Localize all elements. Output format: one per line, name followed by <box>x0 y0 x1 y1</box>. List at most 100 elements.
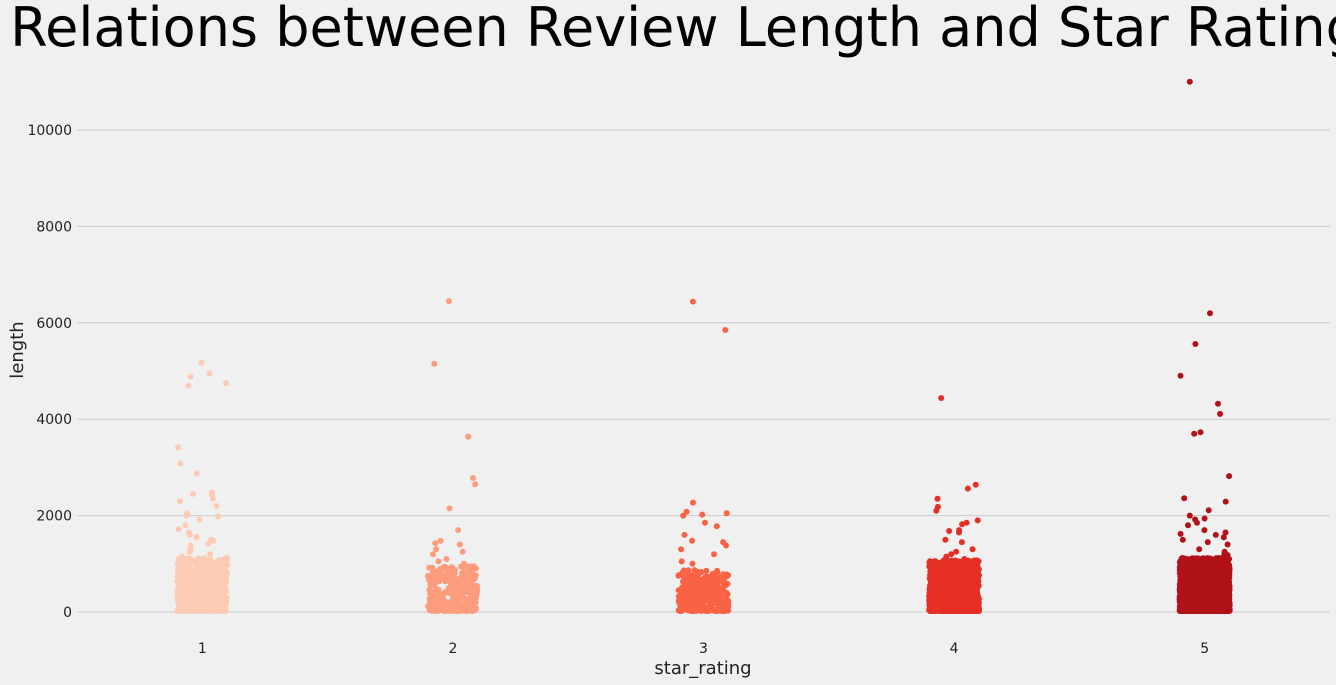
data-point <box>431 576 438 583</box>
data-point <box>959 521 966 528</box>
data-point <box>193 534 200 541</box>
data-point <box>945 603 952 610</box>
data-point <box>449 573 456 580</box>
data-point <box>427 590 434 597</box>
data-point <box>689 298 696 305</box>
data-point <box>722 608 728 614</box>
data-point <box>194 575 201 582</box>
data-point <box>466 572 472 578</box>
data-point <box>214 587 221 594</box>
data-point <box>223 588 230 595</box>
data-point <box>689 578 696 585</box>
data-point <box>948 575 955 582</box>
data-point <box>724 591 731 598</box>
data-point <box>928 586 935 593</box>
data-point <box>691 587 698 594</box>
data-point <box>959 591 966 598</box>
data-point <box>223 557 230 564</box>
data-point <box>189 594 196 601</box>
data-point <box>710 595 717 602</box>
data-point <box>723 542 730 549</box>
data-point <box>213 572 220 579</box>
data-point <box>966 604 973 611</box>
data-point <box>963 581 970 588</box>
data-point <box>458 588 465 595</box>
data-point <box>722 327 729 333</box>
data-point <box>174 607 181 614</box>
data-point <box>207 576 214 583</box>
data-point <box>201 555 208 562</box>
data-point <box>931 558 938 565</box>
data-point <box>200 566 207 573</box>
data-point <box>943 589 950 596</box>
data-point <box>471 575 478 582</box>
data-point <box>201 572 208 579</box>
data-point <box>689 537 696 544</box>
data-point <box>471 583 478 590</box>
data-point <box>189 587 195 594</box>
data-point <box>930 573 937 580</box>
chart-title: Relations between Review Length and Star… <box>10 0 1336 59</box>
data-point <box>680 578 687 585</box>
data-point <box>184 598 191 605</box>
data-point <box>970 581 977 588</box>
data-point <box>969 546 976 553</box>
data-point <box>947 561 953 568</box>
data-point <box>188 574 195 581</box>
data-point <box>469 567 476 573</box>
data-point <box>936 586 943 593</box>
data-point <box>967 562 974 569</box>
y-tick-label: 8000 <box>36 219 72 235</box>
data-point <box>677 607 684 614</box>
data-point <box>678 558 685 565</box>
data-point <box>220 607 227 614</box>
data-point <box>219 593 226 600</box>
data-point <box>931 581 938 588</box>
data-point <box>455 527 462 534</box>
data-point <box>206 370 213 377</box>
data-point <box>210 537 217 544</box>
data-point <box>958 539 965 546</box>
data-point <box>459 569 466 576</box>
data-point <box>960 604 967 611</box>
data-point <box>472 591 479 598</box>
data-point <box>718 595 725 602</box>
data-point <box>193 470 200 477</box>
x-tick-label: 3 <box>699 641 708 657</box>
data-point <box>467 598 474 605</box>
data-point <box>176 498 183 505</box>
data-point <box>186 531 193 538</box>
data-point <box>185 579 192 586</box>
data-point <box>715 584 722 591</box>
data-point <box>679 569 686 576</box>
data-point <box>435 586 442 593</box>
data-point <box>190 606 197 613</box>
data-point <box>465 433 472 440</box>
data-point <box>681 594 688 601</box>
data-point <box>678 546 685 553</box>
data-point <box>190 490 196 497</box>
data-point <box>685 569 692 576</box>
data-point <box>215 513 222 520</box>
data-point <box>689 560 696 567</box>
data-point <box>177 593 184 600</box>
data-point <box>213 503 220 509</box>
data-point <box>456 580 463 587</box>
data-point <box>175 565 182 572</box>
data-point <box>443 556 450 562</box>
data-point <box>956 529 962 536</box>
data-point <box>968 589 974 596</box>
data-point <box>432 540 439 547</box>
data-point <box>931 567 938 574</box>
data-point <box>223 380 230 387</box>
data-point <box>435 558 442 565</box>
data-point <box>175 526 182 533</box>
data-point <box>207 551 214 558</box>
data-point <box>205 540 212 547</box>
data-point <box>723 571 730 578</box>
data-point <box>195 606 202 613</box>
data-point <box>195 601 202 607</box>
data-point <box>181 566 188 572</box>
